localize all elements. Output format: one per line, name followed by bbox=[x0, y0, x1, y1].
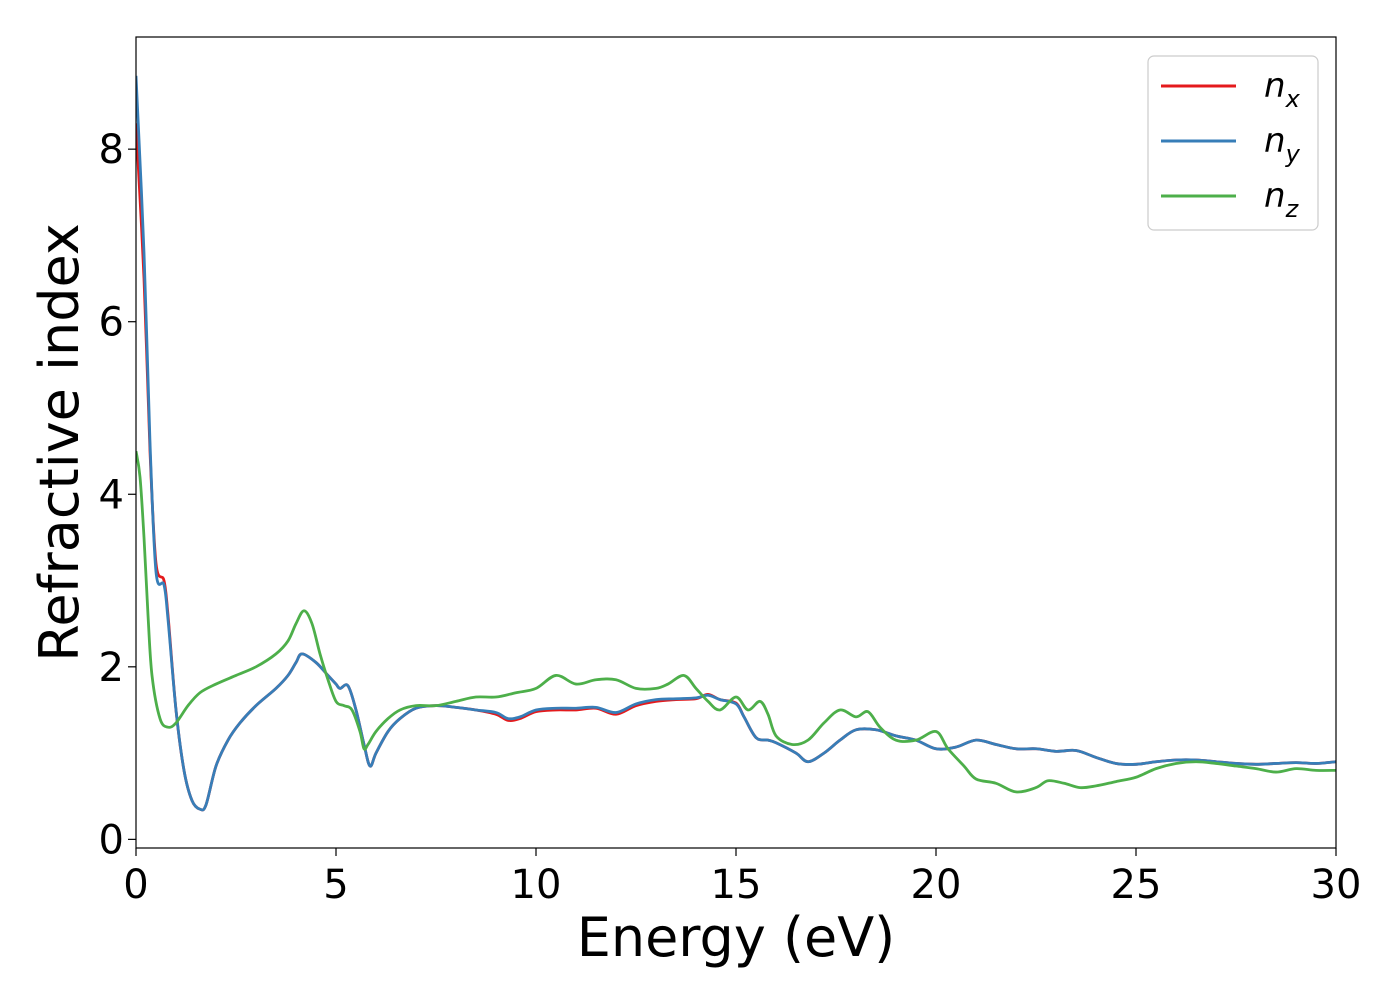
x-tick-label: 10 bbox=[511, 862, 562, 908]
x-axis: 0 5 10 15 20 25 30 bbox=[123, 848, 1361, 908]
legend: nx ny nz bbox=[1147, 55, 1319, 231]
x-tick-label: 20 bbox=[911, 862, 962, 908]
y-tick-label: 2 bbox=[99, 645, 124, 691]
x-tick-label: 25 bbox=[1111, 862, 1162, 908]
series-line-nz bbox=[136, 450, 1336, 794]
x-tick-label: 0 bbox=[123, 862, 148, 908]
y-axis: 0 2 4 6 8 bbox=[99, 127, 136, 863]
y-tick-label: 4 bbox=[99, 472, 124, 518]
y-axis-title: Refractive index bbox=[28, 223, 91, 662]
legend-label-nx: nx bbox=[1264, 66, 1301, 113]
x-axis-title: Energy (eV) bbox=[577, 906, 896, 969]
legend-label-ny: ny bbox=[1264, 121, 1301, 168]
x-tick-label: 5 bbox=[323, 862, 348, 908]
series-layer bbox=[136, 75, 1336, 812]
legend-label-nz: nz bbox=[1264, 176, 1300, 223]
y-tick-label: 0 bbox=[99, 817, 124, 863]
y-tick-label: 6 bbox=[99, 300, 124, 346]
y-tick-label: 8 bbox=[99, 127, 124, 173]
series-line-ny bbox=[136, 75, 1336, 812]
x-tick-label: 15 bbox=[711, 862, 762, 908]
legend-box bbox=[1147, 55, 1319, 231]
x-tick-label: 30 bbox=[1311, 862, 1362, 908]
